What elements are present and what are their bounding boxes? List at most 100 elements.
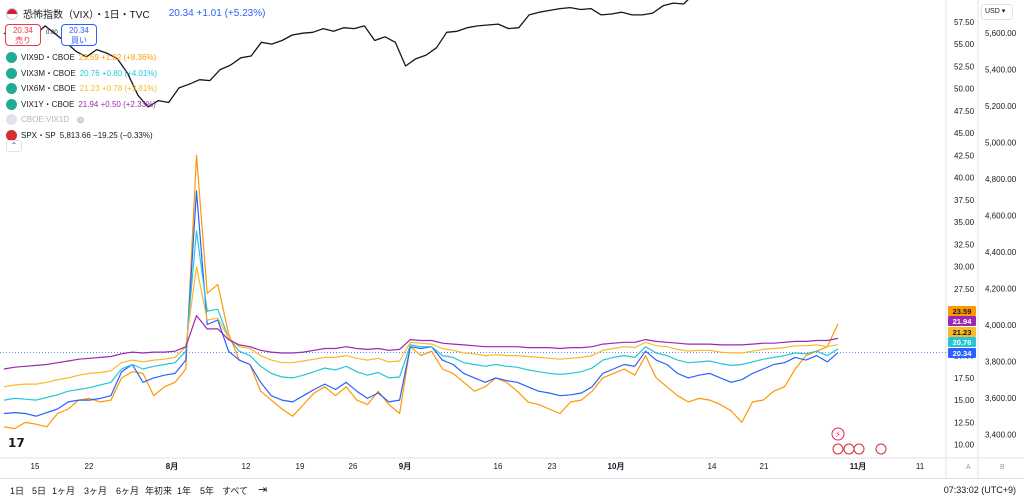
last-value-label: 20.76 — [953, 338, 972, 347]
left-axis-tick: 50.00 — [954, 85, 975, 94]
range-button[interactable]: 6ヶ月 — [116, 486, 140, 496]
range-button[interactable]: すべて — [222, 486, 249, 496]
left-axis-tick: 17.50 — [954, 374, 975, 383]
legend-value: 5,813.66 −19.25 (−0.33%) — [59, 130, 153, 140]
x-axis-tick: 19 — [296, 462, 305, 471]
x-axis-tick: 15 — [31, 462, 40, 471]
right-axis-tick: 4,600.00 — [985, 212, 1017, 221]
series-line-vix6m[interactable] — [3, 266, 839, 388]
chevron-up-icon[interactable]: ⌃ — [6, 140, 22, 152]
series-line-vix1y[interactable] — [3, 315, 839, 370]
range-button[interactable]: 3ヶ月 — [84, 486, 108, 496]
visibility-toggle-icon[interactable] — [6, 52, 17, 63]
buy-label: 買い — [71, 36, 87, 45]
log-scale-icon[interactable]: B — [1000, 464, 1005, 471]
legend-item[interactable]: CBOE:VIX1D ◎ — [6, 114, 84, 125]
legend-name: VIX9D・CBOE — [21, 53, 75, 62]
x-axis-tick: 22 — [85, 462, 94, 471]
right-axis-tick: 5,000.00 — [985, 139, 1017, 148]
range-button[interactable]: 年初来 — [145, 486, 173, 496]
svg-text:⚡: ⚡ — [835, 430, 841, 439]
range-button[interactable]: 5年 — [200, 486, 215, 496]
legend-name: CBOE:VIX1D — [21, 115, 70, 124]
visibility-toggle-icon[interactable] — [6, 67, 17, 79]
left-axis-tick: 37.50 — [954, 196, 975, 205]
x-axis-tick: 16 — [494, 462, 503, 471]
series-line-vix[interactable] — [3, 190, 839, 417]
x-axis-tick: 23 — [548, 462, 557, 471]
left-axis-tick: 32.50 — [954, 240, 975, 249]
x-axis-tick: 14 — [708, 462, 717, 471]
last-value-badge — [948, 337, 976, 347]
visibility-toggle-icon[interactable] — [6, 83, 17, 94]
left-axis-tick: 52.50 — [954, 62, 975, 71]
legend-name: SPX・SP — [21, 130, 56, 140]
legend-item[interactable]: VIX1Y・CBOE 21.94 +0.50 (+2.33%) — [6, 98, 156, 110]
series-line-vix9d[interactable] — [3, 154, 839, 430]
legend-item[interactable]: VIX6M・CBOE 21.23 +0.78 (+3.81%) — [6, 83, 157, 94]
currency-selector[interactable]: USD ▾ — [981, 4, 1013, 20]
us-flag-event-icon[interactable] — [832, 443, 844, 455]
sell-price: 20.34 — [12, 26, 34, 35]
visibility-toggle-icon[interactable] — [6, 129, 17, 141]
right-axis-tick: 5,400.00 — [985, 66, 1017, 75]
left-axis-tick: 10.00 — [954, 441, 975, 450]
last-value-label: 21.94 — [953, 317, 973, 326]
lightning-event-icon[interactable] — [831, 427, 845, 441]
eye-hidden-icon[interactable]: ◎ — [77, 115, 84, 124]
legend-item[interactable]: SPX・SP 5,813.66 −19.25 (−0.33%) — [6, 129, 153, 141]
left-axis-tick: 47.50 — [954, 107, 975, 116]
time-readout[interactable]: 07:33:02 (UTC+9) — [943, 485, 1016, 495]
left-axis-tick: 30.00 — [954, 263, 975, 272]
left-axis-tick: 55.00 — [954, 40, 975, 49]
visibility-toggle-icon[interactable] — [6, 98, 17, 110]
sell-label: 売り — [15, 36, 31, 45]
legend-item[interactable]: VIX3M・CBOE 20.76 +0.80 (+4.01%) — [6, 67, 157, 79]
price-change: 20.34 +1.01 (+5.23%) — [168, 8, 266, 19]
legend-name: VIX3M・CBOE — [21, 68, 76, 78]
x-axis-tick: 9月 — [399, 462, 411, 471]
legend-item[interactable]: VIX9D・CBOE 23.59 +1.82 (+8.36%) — [6, 52, 156, 63]
series-line-spx[interactable] — [3, 0, 838, 108]
buy-price: 20.34 — [68, 26, 90, 35]
spread-value: 0.00 — [46, 30, 58, 36]
symbol-title[interactable]: 恐怖指数（VIX）・1日・TVC — [23, 10, 150, 21]
range-button[interactable]: 1年 — [177, 486, 192, 496]
sell-button[interactable]: 20.34 売り — [5, 24, 41, 46]
tradingview-logo: 𝟭𝟳 — [8, 436, 25, 450]
legend-name: VIX6M・CBOE — [21, 84, 76, 93]
legend-value: 21.23 +0.78 (+3.81%) — [79, 84, 158, 93]
buy-button[interactable]: 20.34 買い — [61, 24, 97, 46]
series-line-vix3m[interactable] — [3, 230, 839, 401]
x-axis-tick: 11 — [916, 462, 925, 471]
us-flag-event-icon[interactable] — [843, 443, 855, 455]
last-value-badge — [948, 306, 976, 316]
x-axis-tick: 21 — [760, 462, 769, 471]
us-flag-event-icon[interactable] — [875, 443, 887, 455]
last-value-badge — [948, 316, 976, 326]
auto-scale-icon[interactable]: A — [966, 464, 971, 471]
right-axis-tick: 3,600.00 — [985, 394, 1017, 403]
legend-name: VIX1Y・CBOE — [21, 99, 75, 109]
left-axis-tick: 57.50 — [954, 18, 975, 27]
us-flag-event-icon[interactable] — [853, 443, 865, 455]
legend-value: 23.59 +1.82 (+8.36%) — [78, 53, 157, 62]
right-axis-tick: 3,800.00 — [985, 357, 1017, 366]
right-axis-tick: 5,600.00 — [985, 29, 1017, 38]
x-axis-tick: 8月 — [166, 462, 178, 471]
price-chart[interactable]: 57.50 55.00 52.50 50.00 47.50 45.00 42.50 40.00… — [0, 0, 1024, 478]
left-axis-tick: 45.00 — [954, 129, 975, 138]
bottom-toolbar: 1日 5日 1ヶ月 3ヶ月 6ヶ月 年初来 1年 5年 すべて ⇥ 07:33:02 (UTC+… — [0, 478, 1024, 504]
date-range-icon[interactable]: ⇥ — [258, 484, 268, 496]
x-axis-tick: 10月 — [608, 462, 625, 471]
right-axis-tick: 5,200.00 — [985, 102, 1017, 111]
currency-label: USD — [985, 8, 1000, 15]
x-axis-tick: 12 — [242, 462, 251, 471]
right-axis-tick: 4,000.00 — [985, 321, 1017, 330]
last-value-badge — [948, 348, 976, 358]
range-button[interactable]: 1ヶ月 — [52, 486, 76, 496]
visibility-toggle-icon[interactable] — [6, 114, 17, 125]
range-button[interactable]: 5日 — [32, 486, 47, 496]
range-button[interactable]: 1日 — [10, 486, 25, 496]
right-axis-tick: 4,400.00 — [985, 248, 1017, 257]
